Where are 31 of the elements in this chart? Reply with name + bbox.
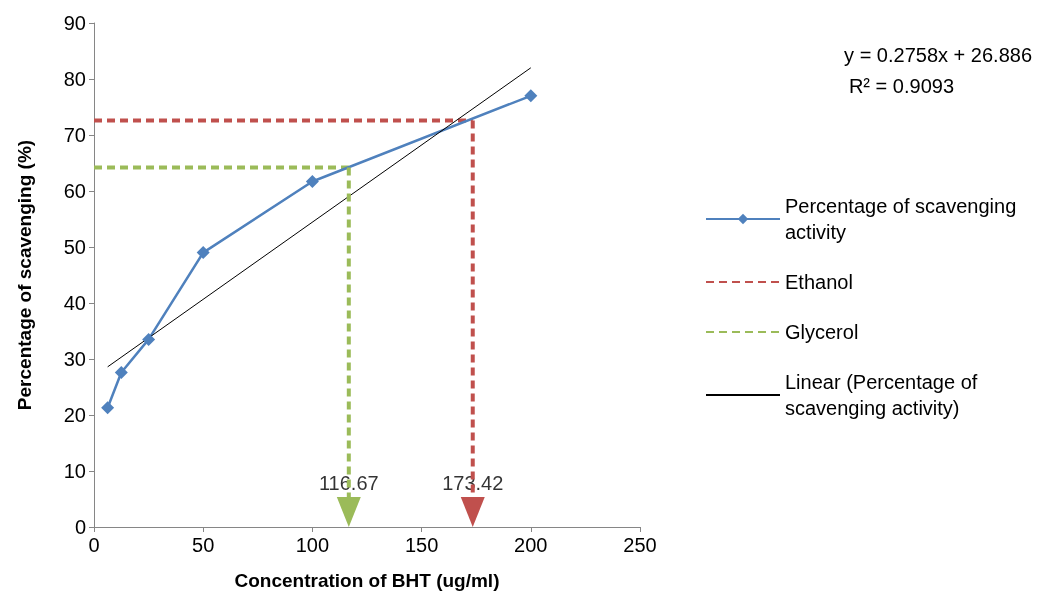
y-axis-title: Percentage of scavenging (%) [14, 139, 35, 411]
y-tick-label: 70 [63, 124, 86, 146]
legend-label: Glycerol [785, 321, 859, 343]
legend-label: Percentage of scavenging activity [785, 195, 1022, 243]
y-tick-label: 40 [63, 292, 86, 314]
point [101, 401, 115, 415]
y-tick-label: 60 [63, 180, 86, 202]
y-tick-label: 30 [63, 348, 86, 370]
y-tick-label: 10 [63, 460, 86, 482]
point [305, 174, 319, 188]
text: y = 0.2758x + 26.886 [844, 44, 1033, 66]
text: R² = 0.9093 [848, 75, 955, 97]
y-tick-label: 20 [63, 404, 86, 426]
point [524, 89, 538, 103]
y-tick-label: 80 [63, 68, 86, 90]
x-tick-label: 250 [623, 534, 657, 556]
y-tick-label: 0 [74, 516, 86, 538]
x-tick-label: 50 [192, 534, 215, 556]
point [114, 365, 128, 379]
x-tick-label: 200 [514, 534, 548, 556]
y-tick-label: 50 [63, 236, 86, 258]
x-tick-label: 100 [295, 534, 330, 556]
x-axis-title: Concentration of BHT (ug/ml) [234, 570, 500, 591]
point [196, 246, 210, 260]
y-tick-label: 90 [63, 12, 86, 34]
point [142, 332, 156, 346]
legend-label: Ethanol [785, 271, 853, 293]
x-tick-label: 150 [404, 534, 439, 556]
legend-label: Linear (Percentage of scavenging activity) [785, 371, 983, 419]
annotation: 116.67 [318, 472, 379, 494]
x-tick-label: 0 [88, 534, 100, 556]
